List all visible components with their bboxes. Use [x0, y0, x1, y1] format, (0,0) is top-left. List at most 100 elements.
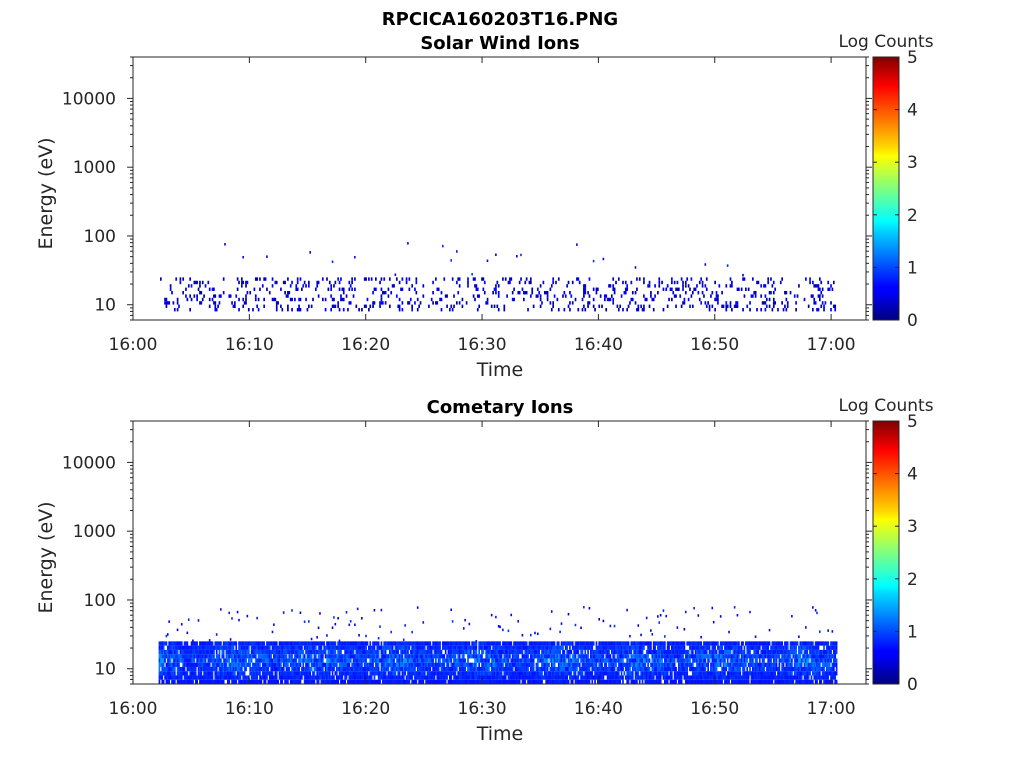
- heatmap-cell: [619, 679, 622, 684]
- heatmap-cell: [698, 671, 701, 676]
- heatmap-cell: [284, 641, 286, 646]
- heatmap-cell: [620, 294, 623, 298]
- heatmap-cell: [250, 666, 253, 672]
- heatmap-cell: [493, 304, 496, 308]
- heatmap-cell: [457, 649, 460, 655]
- heatmap-cell: [395, 666, 398, 672]
- heatmap-cell: [665, 658, 668, 663]
- heatmap-cell: [201, 645, 204, 650]
- heatmap-cell: [587, 290, 589, 295]
- heatmap-cell: [310, 675, 313, 680]
- heatmap-cell: [694, 641, 697, 646]
- heatmap-cell: [541, 649, 543, 655]
- heatmap-cell: [545, 658, 548, 663]
- heatmap-cell: [671, 277, 673, 281]
- heatmap-cell: [531, 649, 534, 655]
- heatmap-cell: [414, 666, 416, 672]
- heatmap-cell: [333, 304, 335, 308]
- heatmap-cell: [393, 654, 395, 659]
- heatmap-cell: [165, 641, 168, 646]
- heatmap-cell: [242, 304, 245, 308]
- heatmap-cell: [206, 649, 208, 655]
- heatmap-cell: [536, 645, 539, 650]
- heatmap-cell: [242, 641, 245, 646]
- heatmap-cell: [342, 290, 345, 295]
- heatmap-cell: [725, 645, 728, 650]
- heatmap-cell: [471, 675, 474, 680]
- heatmap-cell: [486, 662, 489, 667]
- heatmap-cell: [772, 290, 775, 295]
- heatmap-cell: [221, 675, 224, 680]
- heatmap-cell: [597, 675, 599, 680]
- heatmap-cell: [571, 301, 574, 305]
- heatmap-cell: [552, 280, 555, 285]
- heatmap-cell: [534, 631, 536, 635]
- heatmap-cell: [422, 641, 425, 646]
- heatmap-cell: [457, 641, 460, 646]
- heatmap-cell: [460, 666, 462, 672]
- heatmap-cell: [462, 654, 465, 659]
- heatmap-cell: [682, 641, 684, 646]
- heatmap-cell: [672, 641, 675, 646]
- heatmap-cell: [390, 662, 393, 667]
- heatmap-cell: [541, 658, 543, 663]
- heatmap-cell: [429, 675, 432, 680]
- heatmap-cell: [516, 641, 518, 646]
- heatmap-cell: [617, 645, 620, 650]
- heatmap-cell: [760, 654, 763, 659]
- heatmap-cell: [221, 654, 224, 659]
- heatmap-cell: [411, 304, 414, 308]
- heatmap-cell: [397, 671, 400, 676]
- heatmap-cell: [598, 654, 601, 659]
- heatmap-cell: [239, 658, 242, 663]
- heatmap-cell: [492, 641, 494, 646]
- heatmap-cell: [334, 280, 337, 285]
- heatmap-cell: [760, 641, 763, 646]
- heatmap-cell: [395, 658, 398, 663]
- heatmap-cell: [746, 641, 749, 646]
- heatmap-cell: [753, 645, 756, 650]
- heatmap-cell: [217, 662, 219, 667]
- heatmap-cell: [330, 284, 333, 288]
- heatmap-cell: [724, 679, 726, 684]
- heatmap-cell: [770, 645, 772, 650]
- heatmap-cell: [314, 662, 317, 667]
- heatmap-cell: [529, 658, 532, 663]
- heatmap-cell: [735, 662, 737, 667]
- heatmap-cell: [261, 662, 264, 667]
- heatmap-cell: [235, 645, 238, 650]
- heatmap-cell: [447, 666, 450, 672]
- heatmap-cell: [303, 658, 306, 663]
- heatmap-cell: [523, 654, 525, 659]
- heatmap-cell: [401, 675, 404, 680]
- heatmap-cell: [664, 662, 666, 667]
- heatmap-cell: [249, 641, 252, 646]
- heatmap-cell: [186, 666, 189, 672]
- heatmap-cell: [356, 675, 359, 680]
- heatmap-cell: [415, 654, 418, 659]
- heatmap-cell: [289, 662, 292, 667]
- heatmap-cell: [705, 277, 708, 281]
- heatmap-cell: [633, 666, 635, 672]
- heatmap-cell: [696, 675, 698, 680]
- heatmap-cell: [294, 666, 296, 672]
- heatmap-cell: [529, 280, 532, 285]
- heatmap-cell: [462, 658, 465, 663]
- heatmap-cell: [638, 649, 641, 655]
- heatmap-cell: [411, 649, 414, 655]
- heatmap-cell: [717, 662, 719, 667]
- heatmap-cell: [659, 641, 662, 646]
- heatmap-cell: [395, 649, 398, 655]
- heatmap-cell: [288, 654, 291, 659]
- heatmap-cell: [254, 649, 257, 655]
- heatmap-cell: [754, 654, 757, 659]
- heatmap-cell: [750, 658, 753, 663]
- heatmap-cell: [740, 679, 743, 684]
- heatmap-cell: [444, 645, 447, 650]
- heatmap-cell: [407, 662, 409, 667]
- heatmap-cell: [756, 658, 758, 663]
- heatmap-cell: [820, 304, 823, 308]
- heatmap-cell: [746, 675, 749, 680]
- heatmap-cell: [444, 641, 447, 646]
- heatmap-cell: [580, 671, 582, 676]
